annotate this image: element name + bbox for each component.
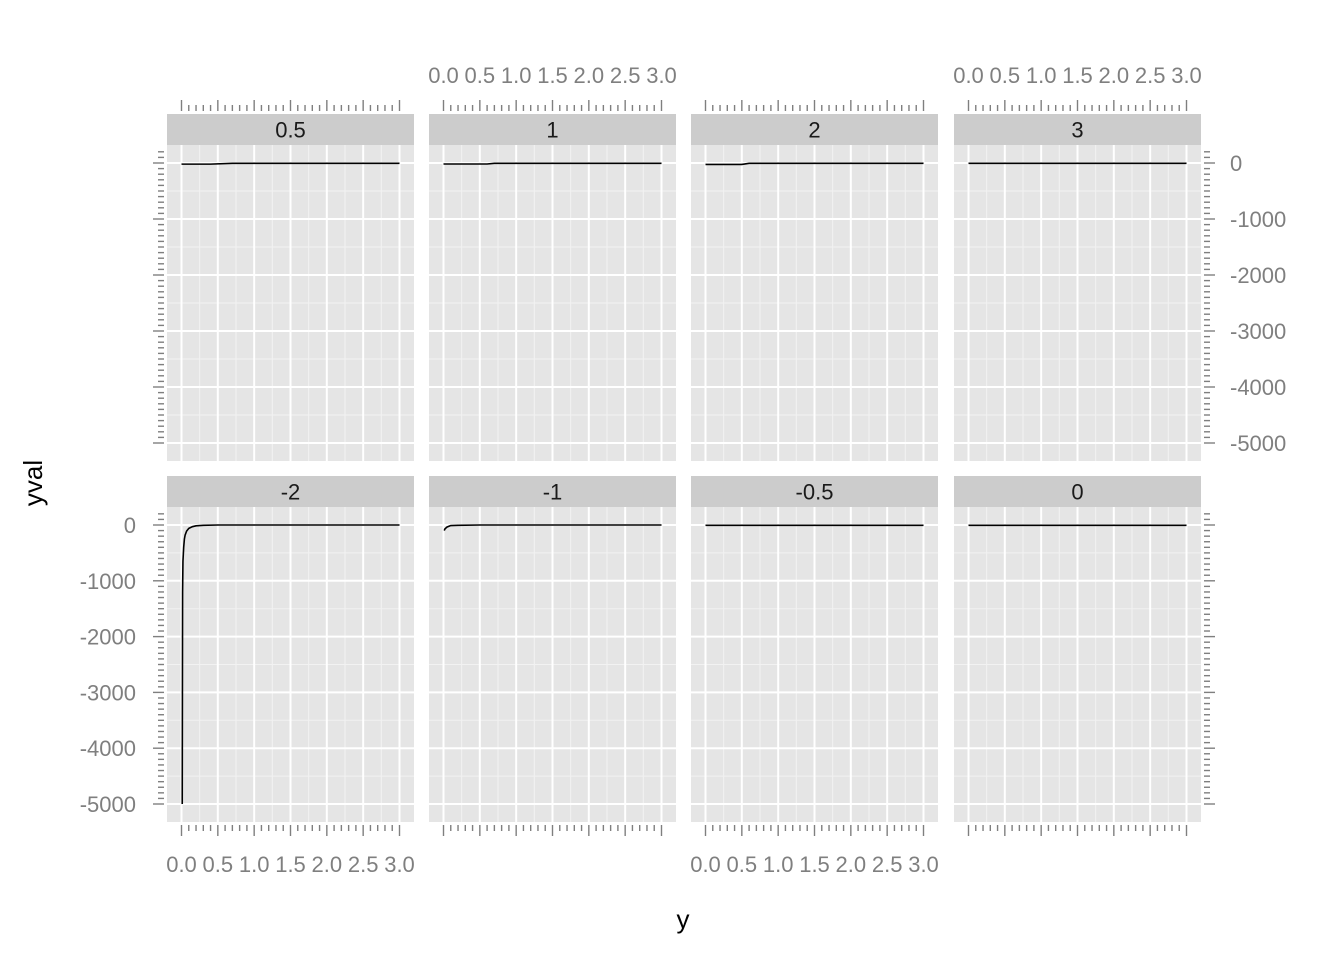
x-axis-ticks xyxy=(442,100,663,111)
x-axis-ticks xyxy=(967,100,1188,111)
facet-strip xyxy=(167,114,414,145)
y-tick-label: -5000 xyxy=(80,792,136,817)
series-line xyxy=(181,524,400,805)
facet-strip-label: -2 xyxy=(281,480,301,505)
x-tick-label: 0.5 xyxy=(465,63,496,88)
x-tick-label: 0.5 xyxy=(990,63,1021,88)
x-axis-ticks xyxy=(704,100,925,111)
series-line xyxy=(705,162,924,166)
y-axis-ticks xyxy=(1204,151,1215,444)
facet-strip-label: 1 xyxy=(546,118,558,143)
y-tick-label: -3000 xyxy=(80,680,136,705)
y-tick-label: 0 xyxy=(124,513,136,538)
facet-strip xyxy=(167,476,414,507)
facet-strip xyxy=(691,114,938,145)
x-tick-label: 2.0 xyxy=(312,852,343,877)
y-tick-label: -2000 xyxy=(80,625,136,650)
series-line xyxy=(443,162,662,165)
x-tick-label: 1.0 xyxy=(501,63,532,88)
facet-strip xyxy=(954,476,1201,507)
x-axis-tick-labels: 0.0 0.5 1.0 1.5 2.0 2.5 3.0 xyxy=(166,852,415,877)
x-axis-tick-labels: 0.0 0.5 1.0 1.5 2.0 2.5 3.0 xyxy=(428,63,677,88)
facet-panel-0: 0 xyxy=(954,476,1201,822)
facet-strip-label: 0 xyxy=(1071,480,1083,505)
x-tick-label: 1.5 xyxy=(537,63,568,88)
facet-panel-3: 3 xyxy=(954,114,1201,461)
x-tick-label: 1.5 xyxy=(799,852,830,877)
x-tick-label: 3.0 xyxy=(646,63,677,88)
facet-panel-0.5: 0.5 xyxy=(167,114,414,461)
y-tick-label: -5000 xyxy=(1230,431,1286,456)
y-tick-label: -1000 xyxy=(1230,207,1286,232)
facet-panel--1: -1 xyxy=(429,476,676,822)
x-tick-label: 2.5 xyxy=(1135,63,1166,88)
x-tick-label: 0.0 xyxy=(166,852,197,877)
y-tick-label: -4000 xyxy=(1230,375,1286,400)
x-tick-label: 3.0 xyxy=(908,852,939,877)
x-axis-title: y xyxy=(677,904,690,934)
y-tick-label: -2000 xyxy=(1230,263,1286,288)
y-axis-tick-labels: 0 -1000 -2000 -3000 -4000 -5000 xyxy=(1230,151,1286,456)
x-tick-label: 2.5 xyxy=(610,63,641,88)
x-tick-label: 0.0 xyxy=(428,63,459,88)
y-axis-title: yval xyxy=(18,460,48,506)
x-tick-label: 0.0 xyxy=(953,63,984,88)
facet-strip xyxy=(954,114,1201,145)
y-tick-label: -1000 xyxy=(80,569,136,594)
facet-panel-2: 2 xyxy=(691,114,938,461)
x-tick-label: 2.0 xyxy=(836,852,867,877)
facet-strip xyxy=(429,476,676,507)
y-axis-tick-labels: 0 -1000 -2000 -3000 -4000 -5000 xyxy=(80,513,136,817)
x-axis-ticks xyxy=(704,825,925,836)
x-axis-ticks xyxy=(180,825,401,836)
facet-strip-label: 2 xyxy=(808,118,820,143)
series-line xyxy=(443,524,662,531)
facet-strip-label: 0.5 xyxy=(275,118,306,143)
y-axis-ticks xyxy=(1204,513,1215,805)
x-axis-ticks xyxy=(180,100,401,111)
x-tick-label: 2.5 xyxy=(872,852,903,877)
x-tick-label: 0.5 xyxy=(727,852,758,877)
y-tick-label: 0 xyxy=(1230,151,1242,176)
facet-strip xyxy=(691,476,938,507)
facet-strip xyxy=(429,114,676,145)
x-tick-label: 3.0 xyxy=(1171,63,1202,88)
x-tick-label: 1.0 xyxy=(1026,63,1057,88)
facet-strip-label: -0.5 xyxy=(796,480,834,505)
x-tick-label: 0.5 xyxy=(203,852,234,877)
x-axis-ticks xyxy=(442,825,663,836)
facet-strip-label: -1 xyxy=(543,480,563,505)
facet-panel--0.5: -0.5 xyxy=(691,476,938,822)
x-axis-tick-labels: 0.0 0.5 1.0 1.5 2.0 2.5 3.0 xyxy=(690,852,939,877)
x-tick-label: 3.0 xyxy=(384,852,415,877)
x-tick-label: 1.5 xyxy=(275,852,306,877)
x-tick-label: 1.0 xyxy=(763,852,794,877)
facet-strip-label: 3 xyxy=(1071,118,1083,143)
y-axis-ticks xyxy=(153,151,164,444)
y-tick-label: -3000 xyxy=(1230,319,1286,344)
x-tick-label: 0.0 xyxy=(690,852,721,877)
x-axis-tick-labels: 0.0 0.5 1.0 1.5 2.0 2.5 3.0 xyxy=(953,63,1202,88)
facet-panel-1: 1 xyxy=(429,114,676,461)
x-tick-label: 2.0 xyxy=(1099,63,1130,88)
facet-panel--2: -2 xyxy=(167,476,414,822)
x-tick-label: 1.5 xyxy=(1062,63,1093,88)
x-tick-label: 2.0 xyxy=(574,63,605,88)
y-axis-ticks xyxy=(153,513,164,805)
y-tick-label: -4000 xyxy=(80,736,136,761)
x-tick-label: 1.0 xyxy=(239,852,270,877)
x-tick-label: 2.5 xyxy=(348,852,379,877)
x-axis-ticks xyxy=(967,825,1188,836)
series-line xyxy=(181,162,400,165)
